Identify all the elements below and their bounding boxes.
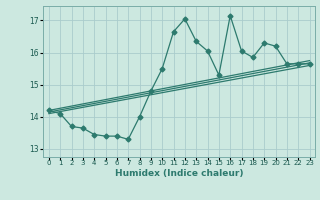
X-axis label: Humidex (Indice chaleur): Humidex (Indice chaleur) — [115, 169, 244, 178]
